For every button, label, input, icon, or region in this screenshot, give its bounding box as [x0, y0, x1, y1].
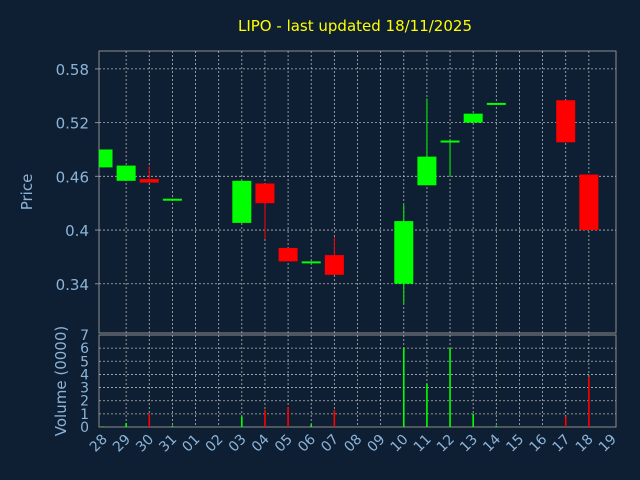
price-panel: 0.34 0.4 0.46 0.52 0.58 Price [18, 50, 617, 334]
volume-bar [171, 425, 174, 427]
volume-bar [564, 416, 567, 427]
volume-tick-label: 3 [80, 381, 89, 397]
volume-bar [426, 383, 428, 427]
price-tick-label: 0.4 [65, 222, 89, 240]
candle-body [278, 247, 298, 262]
candle-body [394, 221, 414, 284]
volume-bar [287, 407, 289, 427]
candle-body [440, 140, 460, 143]
candle-body [116, 165, 136, 181]
candle-body [232, 180, 252, 223]
volume-tick-label: 6 [80, 341, 89, 357]
volume-tick-label: 7 [80, 328, 89, 344]
price-tick-label: 0.52 [56, 115, 89, 133]
volume-tick-label: 2 [80, 394, 89, 410]
volume-bars [102, 348, 590, 427]
candle-body [139, 179, 159, 183]
volume-tick-label: 4 [80, 367, 89, 383]
price-tick-label: 0.46 [56, 168, 89, 186]
volume-axis-label: Volume (0000) [52, 326, 70, 436]
volume-bar [333, 409, 336, 427]
candles [99, 98, 599, 304]
volume-bar [125, 423, 127, 427]
volume-bar [588, 377, 590, 427]
price-tick-label: 0.34 [56, 276, 89, 294]
candle-body [463, 113, 483, 123]
x-tick-labels: 28 29 30 31 01 02 03 04 05 06 07 08 09 10 11 12 13 14 15 16… [87, 431, 620, 455]
volume-bar [148, 413, 151, 427]
candle-body [324, 255, 344, 275]
volume-bar [241, 416, 243, 427]
price-tick-label: 0.58 [56, 61, 89, 79]
volume-bar [264, 409, 266, 427]
chart-title: LIPO - last updated 18/11/2025 [238, 17, 472, 35]
candle-body [162, 198, 182, 201]
candle-body [417, 156, 437, 186]
price-tick-labels: 0.34 0.4 0.46 0.52 0.58 [56, 61, 99, 294]
volume-bar [449, 348, 451, 427]
volume-tick-label: 5 [80, 354, 89, 370]
candle-body [486, 102, 506, 105]
volume-bar [310, 424, 313, 427]
x-axis-label: Day [333, 460, 361, 476]
candle-body [556, 100, 576, 143]
volume-bar [102, 426, 104, 427]
volume-tick-label: 1 [80, 407, 89, 423]
candle-body [99, 149, 113, 168]
candle-body [301, 261, 321, 264]
candle-body [255, 183, 275, 204]
volume-bar [402, 348, 405, 427]
volume-tick-label: 0 [80, 420, 89, 436]
y-axis-label: Price [18, 174, 36, 211]
candle-body [579, 174, 599, 231]
volume-grid [99, 335, 616, 427]
volume-bar [495, 425, 498, 427]
volume-bar [472, 413, 474, 427]
